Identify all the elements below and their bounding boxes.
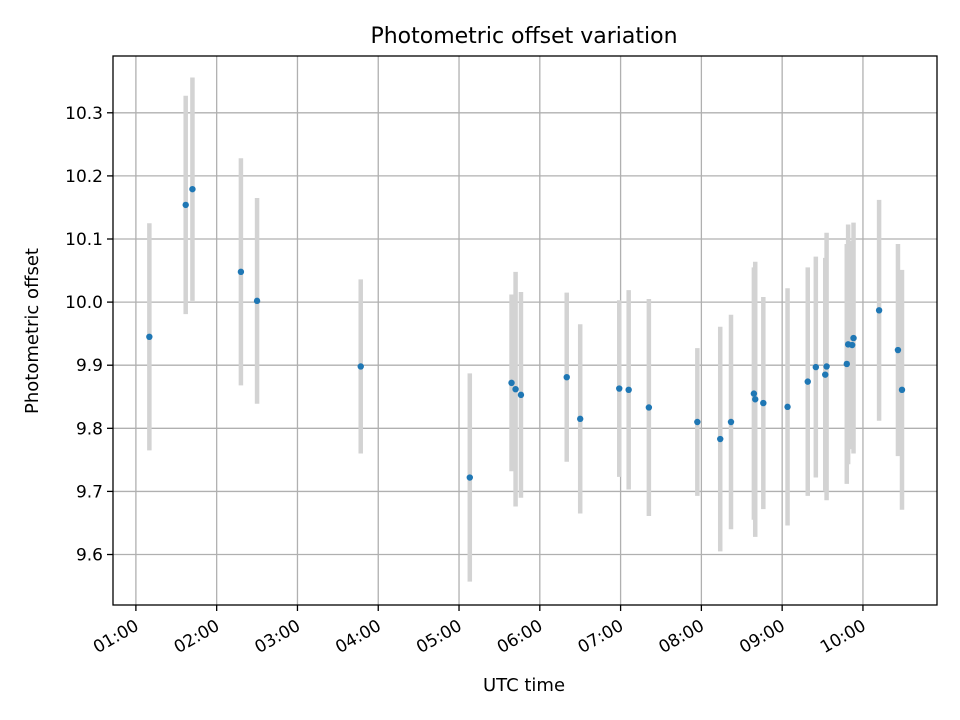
- data-point: [237, 268, 245, 276]
- y-tick-label: 10.3: [65, 104, 103, 124]
- data-point: [563, 373, 570, 381]
- data-point: [182, 201, 189, 209]
- data-point: [253, 297, 261, 305]
- data-point: [625, 386, 632, 394]
- chart-title: Photometric offset variation: [370, 24, 677, 49]
- data-point: [804, 378, 811, 385]
- data-point: [760, 399, 767, 407]
- data-point: [357, 363, 364, 370]
- y-tick-label: 10.0: [65, 293, 103, 313]
- data-point: [875, 307, 883, 314]
- data-point: [717, 435, 724, 443]
- y-tick-label: 9.8: [76, 419, 103, 439]
- y-axis-label: Photometric offset: [22, 248, 43, 414]
- data-point: [512, 385, 519, 393]
- y-tick-label: 9.7: [76, 482, 103, 502]
- data-point: [727, 418, 735, 426]
- data-point: [616, 385, 623, 392]
- data-point: [822, 371, 829, 378]
- x-axis-label: UTC time: [483, 675, 565, 696]
- data-point: [823, 363, 830, 370]
- data-point: [645, 404, 653, 411]
- data-point: [189, 185, 196, 193]
- y-tick-label: 9.6: [76, 546, 103, 566]
- data-point: [146, 333, 153, 341]
- y-tick-label: 10.2: [65, 167, 103, 187]
- data-point: [508, 379, 515, 387]
- data-point: [694, 418, 701, 426]
- data-point: [812, 363, 820, 371]
- data-point: [750, 390, 758, 397]
- data-point: [843, 360, 850, 368]
- data-point: [466, 474, 473, 481]
- data-point: [894, 346, 902, 354]
- y-tick-label: 10.1: [65, 230, 103, 250]
- data-point: [848, 341, 856, 349]
- data-point: [784, 403, 791, 411]
- data-point: [577, 415, 584, 423]
- data-point: [752, 396, 759, 403]
- data-point: [850, 334, 857, 342]
- data-point: [517, 391, 525, 399]
- data-point: [898, 386, 906, 394]
- y-tick-label: 9.9: [76, 356, 103, 376]
- axes-frame: [112, 55, 938, 606]
